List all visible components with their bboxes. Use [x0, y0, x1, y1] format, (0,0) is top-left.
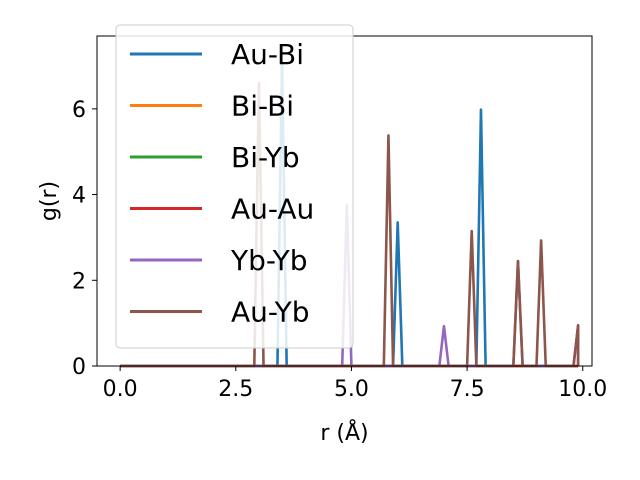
y-axis-label: g(r) — [37, 181, 62, 221]
x-tick-label: 10.0 — [558, 377, 607, 402]
x-tick-label: 7.5 — [450, 377, 485, 402]
y-tick-label: 2 — [72, 269, 86, 294]
legend-label: Yb-Yb — [230, 244, 308, 277]
legend-label: Au-Yb — [231, 296, 310, 329]
x-axis-label: r (Å) — [320, 419, 368, 446]
legend-label: Bi-Yb — [231, 141, 300, 174]
y-axis: 0 2 4 6 — [72, 98, 97, 380]
legend-label: Au-Bi — [231, 38, 304, 71]
legend-label: Bi-Bi — [231, 90, 294, 123]
y-tick-label: 0 — [72, 355, 86, 380]
y-tick-label: 4 — [72, 184, 86, 209]
x-axis: 0.0 2.5 5.0 7.5 10.0 — [103, 366, 607, 402]
x-tick-label: 0.0 — [103, 377, 138, 402]
legend-label: Au-Au — [231, 193, 314, 226]
x-tick-label: 2.5 — [218, 377, 253, 402]
y-tick-label: 6 — [72, 98, 86, 123]
x-tick-label: 5.0 — [334, 377, 369, 402]
legend: Au-Bi Bi-Bi Bi-Yb Au-Au Yb-Yb Au-Yb — [115, 24, 354, 349]
